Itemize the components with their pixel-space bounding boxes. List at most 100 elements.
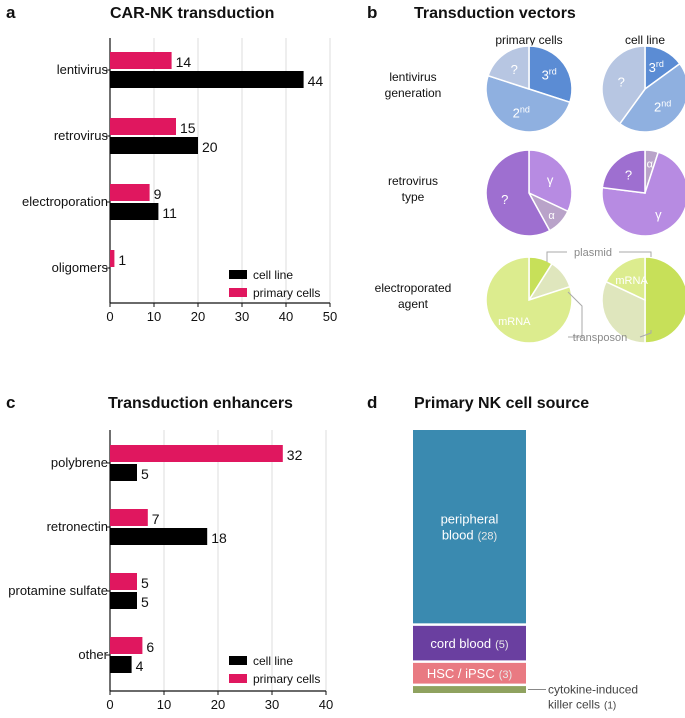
stack-segment-hsc-ipsc <box>413 662 526 684</box>
x-tick-label: 40 <box>319 697 333 712</box>
panel-c-letter: c <box>6 393 15 412</box>
category-label-protamine-sulfate: protamine sulfate <box>8 583 108 598</box>
row-label-lentivirus-generation: generation <box>385 86 442 100</box>
value-label-primary-electroporation: 9 <box>154 186 162 202</box>
panel-a-title: CAR-NK transduction <box>110 5 274 22</box>
bar-cellline-protamine-sulfate <box>110 592 137 609</box>
x-tick-label: 40 <box>279 309 293 324</box>
value-label-primary-other: 6 <box>146 639 154 655</box>
legend-label-cell-line: cell line <box>253 654 293 668</box>
stack-segment-cord-blood <box>413 625 526 661</box>
pie-slice-electroporated-primary-cells-mrna <box>485 256 573 344</box>
legend-swatch-primary-cells <box>229 674 247 683</box>
bar-cellline-polybrene <box>110 464 137 481</box>
value-label-cellline-retrovirus: 20 <box>202 139 218 155</box>
callout-plasmid: plasmid <box>574 247 612 259</box>
pie-label-electroporated-cell-line-mrna: mRNA <box>615 275 648 287</box>
category-label-retronectin: retronectin <box>47 519 108 534</box>
category-label-lentivirus: lentivirus <box>57 62 109 77</box>
x-tick-label: 10 <box>157 697 171 712</box>
legend-label-cell-line: cell line <box>253 268 293 282</box>
value-label-primary-retronectin: 7 <box>152 511 160 527</box>
legend-swatch-cell-line <box>229 270 247 279</box>
panel-d-letter: d <box>367 393 377 412</box>
callout-line-transposon-right <box>639 330 652 338</box>
x-tick-label: 20 <box>191 309 205 324</box>
row-label-lentivirus-generation: lentivirus <box>389 70 436 84</box>
segment-label-cord-blood: cord blood (5) <box>430 636 508 651</box>
pie-slice-electroporated-cell-line-plasmid <box>644 256 685 344</box>
pie-label-lentivirus-cell-line-: ? <box>618 74 625 89</box>
row-label-electroporated-agent: electroporated <box>375 281 452 295</box>
pie-slice-lentivirus-primary-cells-3rd <box>528 45 573 104</box>
value-label-cellline-other: 4 <box>136 658 144 674</box>
pie-slice-electroporated-cell-line-transposon <box>601 280 646 344</box>
pie-label-electroporated-primary-cells-mrna: mRNA <box>498 316 531 328</box>
bar-primary-polybrene <box>110 445 283 462</box>
stack-segment-cytokine-induced-killer-cells <box>413 686 526 693</box>
segment-label-hsc-ipsc: HSC / iPSC (3) <box>427 666 512 681</box>
category-label-other: other <box>78 647 108 662</box>
segment-label-cytokine-induced-killer-cells: cytokine-induced <box>548 683 638 697</box>
panel-c-plot: 0 10 20 30 40 polybrene 32 5 retronectin 7 18 prota… <box>8 430 333 712</box>
category-label-polybrene: polybrene <box>51 455 108 470</box>
pie-slice-lentivirus-primary-cells-2nd <box>485 74 571 133</box>
panel-a-plot: 0 10 20 30 40 50 lentivirus 14 44 retrovirus 15 20 e… <box>22 38 337 324</box>
callout-line-transposon-left <box>567 291 583 338</box>
bar-cellline-retrovirus <box>110 137 198 154</box>
value-label-primary-lentivirus: 14 <box>176 54 192 70</box>
panel-a-letter: a <box>6 3 16 22</box>
pie-slice-retrovirus-cell-line- <box>601 149 646 194</box>
panel-c: c Transduction enhancers 0 10 20 30 40 polybr… <box>6 393 333 712</box>
value-label-cellline-electroporation: 11 <box>162 205 177 221</box>
pie-label-lentivirus-cell-line-3rd: 3rd <box>649 59 664 75</box>
bar-primary-retrovirus <box>110 118 176 135</box>
stack-segment-peripheral-blood <box>413 430 526 624</box>
bar-primary-protamine-sulfate <box>110 573 137 590</box>
callout-line-plasmid-left <box>546 251 567 262</box>
x-tick-label: 10 <box>147 309 161 324</box>
pie-slice-retrovirus-cell-line- <box>601 151 685 237</box>
pie-label-retrovirus-primary-cells-: ? <box>501 192 508 207</box>
value-label-primary-retrovirus: 15 <box>180 120 196 136</box>
pie-label-retrovirus-cell-line-: ? <box>625 167 632 182</box>
bar-primary-oligomers <box>110 250 115 267</box>
panel-d: d Primary NK cell source peripheralblood… <box>367 393 638 712</box>
row-label-retrovirus-type: type <box>402 190 425 204</box>
panel-b-plot: primary cells cell line lentivirus generati… <box>375 33 685 344</box>
callout-transposon: transposon <box>573 332 627 344</box>
callout-line-plasmid-right <box>619 251 652 257</box>
segment-label-peripheral-blood: peripheral <box>441 512 499 527</box>
pie-label-retrovirus-cell-line-: γ <box>655 207 662 222</box>
x-tick-label: 0 <box>106 309 113 324</box>
bar-primary-lentivirus <box>110 52 172 69</box>
legend-swatch-cell-line <box>229 656 247 665</box>
value-label-cellline-lentivirus: 44 <box>308 73 324 89</box>
bar-cellline-retronectin <box>110 528 208 545</box>
pie-label-retrovirus-cell-line-: α <box>647 158 654 170</box>
pie-slice-lentivirus-cell-line-2nd <box>618 62 685 133</box>
bar-cellline-electroporation <box>110 203 159 220</box>
legend-label-primary-cells: primary cells <box>253 286 320 300</box>
legend-swatch-primary-cells <box>229 288 247 297</box>
segment-label-cytokine-induced-killer-cells: killer cells (1) <box>548 698 616 712</box>
x-tick-label: 30 <box>265 697 279 712</box>
pie-label-lentivirus-primary-cells-3rd: 3rd <box>542 66 557 82</box>
pie-label-retrovirus-primary-cells-: α <box>548 210 555 222</box>
pie-slice-retrovirus-primary-cells- <box>528 149 573 213</box>
x-tick-label: 0 <box>106 697 113 712</box>
value-label-cellline-polybrene: 5 <box>141 466 149 482</box>
pie-label-lentivirus-cell-line-2nd: 2nd <box>654 99 671 115</box>
value-label-primary-oligomers: 1 <box>118 252 126 268</box>
segment-label-peripheral-blood: blood (28) <box>442 528 497 543</box>
value-label-cellline-protamine-sulfate: 5 <box>141 594 149 610</box>
panel-c-title: Transduction enhancers <box>108 395 293 412</box>
pie-slice-retrovirus-primary-cells- <box>485 149 551 237</box>
panel-b-title: Transduction vectors <box>414 5 576 22</box>
panel-b: b Transduction vectors primary cells cell… <box>367 3 685 344</box>
panel-a: a CAR-NK transduction 0 10 20 30 40 50 lentivi… <box>6 3 337 324</box>
bar-cellline-lentivirus <box>110 71 304 88</box>
legend: cell line primary cells <box>229 654 320 686</box>
value-label-primary-protamine-sulfate: 5 <box>141 575 149 591</box>
